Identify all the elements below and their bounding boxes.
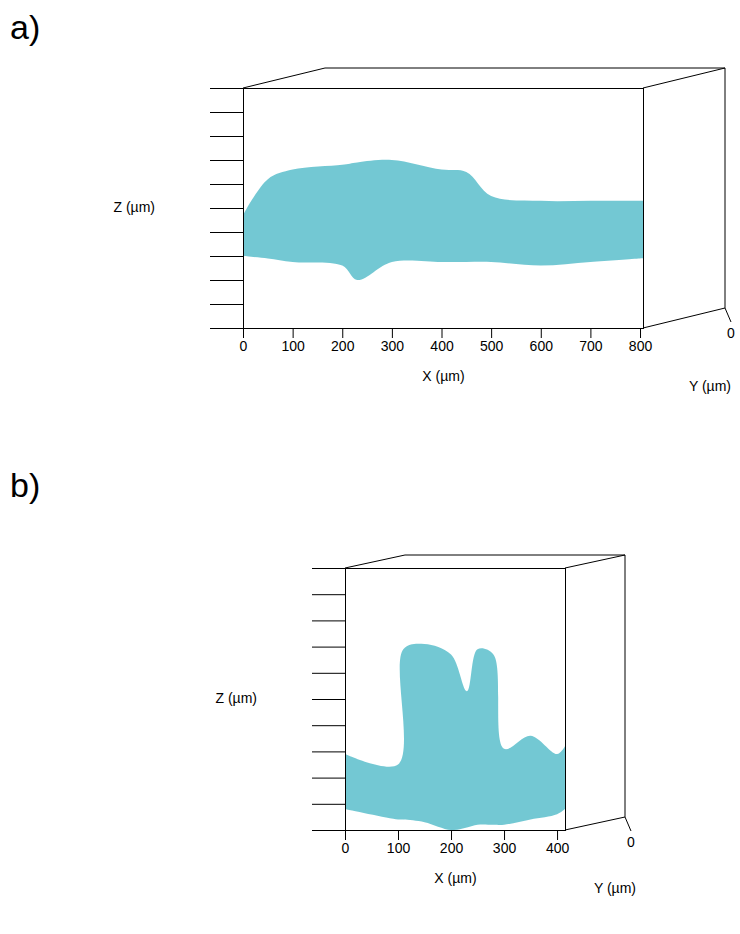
- svg-text:300: 300: [381, 338, 405, 354]
- svg-text:0: 0: [342, 840, 350, 856]
- svg-text:0: 0: [240, 338, 248, 354]
- svg-text:Z (µm): Z (µm): [114, 199, 156, 215]
- svg-text:300: 300: [493, 840, 517, 856]
- svg-text:X (µm): X (µm): [434, 870, 476, 886]
- svg-text:Y (µm): Y (µm): [594, 880, 636, 896]
- svg-text:600: 600: [530, 338, 554, 354]
- svg-text:800: 800: [629, 338, 653, 354]
- svg-text:100: 100: [387, 840, 411, 856]
- html-text:b): b): [10, 466, 41, 504]
- svg-text:500: 500: [480, 338, 504, 354]
- svg-text:100: 100: [281, 338, 305, 354]
- svg-text:X (µm): X (µm): [422, 368, 464, 384]
- svg-text:400: 400: [546, 840, 570, 856]
- svg-text:700: 700: [579, 338, 603, 354]
- svg-text:400: 400: [430, 338, 454, 354]
- svg-text:0: 0: [727, 325, 735, 341]
- svg-text:200: 200: [440, 840, 464, 856]
- svg-text:Z (µm): Z (µm): [216, 690, 258, 706]
- svg-text:0: 0: [627, 834, 635, 850]
- svg-text:200: 200: [331, 338, 355, 354]
- svg-text:Y (µm): Y (µm): [689, 378, 731, 394]
- html-text:a): a): [10, 8, 41, 46]
